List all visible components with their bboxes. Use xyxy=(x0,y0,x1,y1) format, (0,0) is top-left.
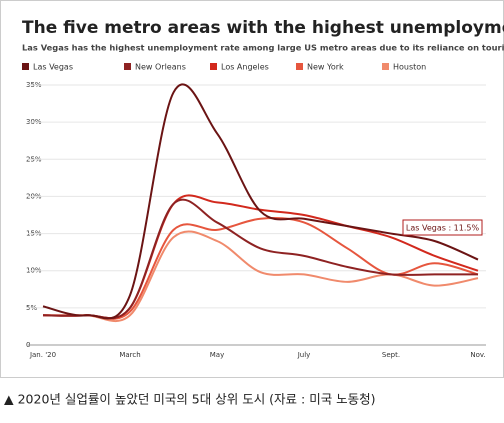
chart-title: The five metro areas with the highest un… xyxy=(22,18,504,38)
legend-swatch xyxy=(22,63,29,70)
legend-label: Los Angeles xyxy=(221,63,269,72)
chart-subtitle: Las Vegas has the highest unemployment r… xyxy=(22,43,504,53)
frame xyxy=(0,0,504,378)
legend-swatch xyxy=(382,63,389,70)
x-tick-label: Jan. '20 xyxy=(29,351,56,359)
x-tick-label: July xyxy=(297,351,311,359)
legend-label: Las Vegas xyxy=(33,63,73,72)
legend-label: Houston xyxy=(393,63,426,72)
annotation: Las Vegas : 11.5% xyxy=(406,224,480,233)
x-tick-label: March xyxy=(119,351,140,359)
x-tick-label: Sept. xyxy=(382,351,400,359)
legend-swatch xyxy=(124,63,131,70)
legend-swatch xyxy=(296,63,303,70)
line xyxy=(42,83,479,320)
x-tick-label: May xyxy=(210,351,224,359)
line xyxy=(43,230,479,322)
legend-label: New Orleans xyxy=(135,63,186,72)
annotation-box xyxy=(402,219,483,236)
line xyxy=(42,217,479,320)
legend-label: New York xyxy=(307,63,344,72)
x-tick-label: Nov. xyxy=(470,351,485,359)
legend-swatch xyxy=(210,63,217,70)
caption: ▲ 2020년 실업률이 높았던 미국의 5대 상위 도시 (자료 : 미국 노… xyxy=(4,392,376,407)
line xyxy=(42,198,478,320)
